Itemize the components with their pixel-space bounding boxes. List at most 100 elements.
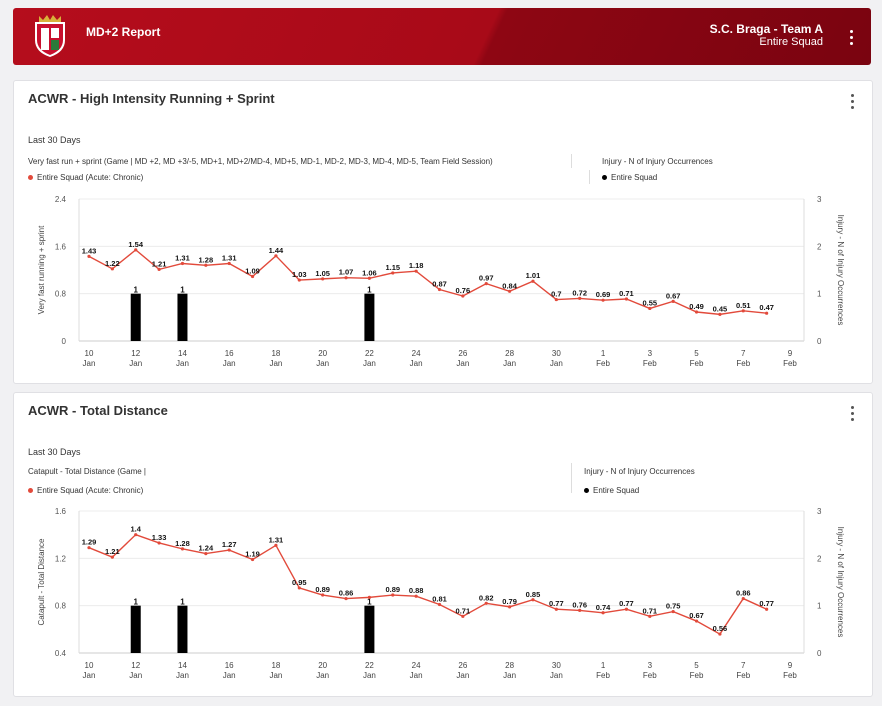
x-tick-label: 22 (365, 349, 374, 358)
acwr-point (718, 312, 722, 316)
legend-label: Entire Squad (611, 173, 658, 182)
x-tick-label: 18 (271, 349, 280, 358)
acwr-data-label: 1.24 (199, 544, 214, 553)
x-tick-month: Feb (736, 671, 750, 680)
acwr-data-label: 1.15 (385, 263, 400, 272)
legend-divider (571, 463, 572, 493)
acwr-point (134, 248, 138, 252)
legend-item-acwr[interactable]: Entire Squad (Acute: Chronic) (28, 173, 143, 182)
acwr-series-line (88, 248, 767, 316)
legend-dot (584, 488, 589, 494)
acwr-point (204, 263, 208, 267)
acwr-point (624, 607, 629, 611)
x-tick-label: 26 (458, 661, 467, 670)
acwr-data-label: 0.55 (642, 298, 657, 307)
injury-bar (130, 605, 141, 653)
acwr-point (250, 557, 255, 562)
acwr-data-label: 0.69 (596, 290, 611, 299)
x-tick-month: Jan (316, 359, 329, 368)
acwr-point (274, 543, 278, 547)
acwr-data-label: 0.56 (713, 624, 728, 633)
acwr-data-label: 0.74 (596, 603, 611, 612)
x-tick-month: Jan (129, 359, 142, 368)
kebab-dot (849, 41, 853, 45)
x-tick-label: 16 (225, 661, 234, 670)
y2-axis-title: Injury - N of Injury Occurrences (836, 215, 845, 326)
acwr-point (391, 593, 395, 597)
x-tick-label: 28 (505, 661, 514, 670)
team-selector[interactable]: S.C. Braga - Team A Entire Squad (710, 23, 823, 49)
acwr-data-label: 0.77 (759, 599, 774, 608)
x-tick-month: Feb (596, 671, 610, 680)
acwr-data-label: 1.31 (222, 253, 237, 262)
x-tick-label: 30 (552, 661, 561, 670)
y2-axis-title: Injury - N of Injury Occurrences (836, 527, 845, 638)
legend-divider (571, 154, 572, 168)
card-menu-button[interactable] (844, 403, 860, 423)
x-tick-label: 3 (648, 661, 653, 670)
legend-item-injury[interactable]: Entire Squad (602, 173, 657, 182)
x-tick-label: 5 (694, 661, 699, 670)
acwr-data-label: 1.28 (199, 255, 214, 264)
y2-tick-label: 1 (817, 602, 822, 611)
acwr-point (157, 541, 161, 545)
x-tick-month: Feb (643, 359, 657, 368)
x-tick-label: 1 (601, 349, 606, 358)
injury-bar-label: 1 (134, 598, 139, 607)
squad-name: Entire Squad (759, 36, 823, 48)
acwr-point (508, 605, 512, 609)
x-tick-label: 30 (552, 349, 561, 358)
legend-item-acwr[interactable]: Entire Squad (Acute: Chronic) (28, 486, 143, 495)
x-tick-month: Feb (596, 359, 610, 368)
acwr-data-label: 0.95 (292, 578, 307, 587)
acwr-point (531, 279, 535, 283)
x-tick-label: 9 (788, 349, 793, 358)
x-tick-month: Jan (223, 359, 236, 368)
acwr-data-label: 1.09 (245, 267, 260, 276)
acwr-data-label: 0.89 (315, 585, 330, 594)
legend-dot (28, 175, 33, 181)
acwr-data-label: 1.54 (128, 240, 143, 249)
x-tick-month: Jan (456, 671, 469, 680)
card-menu-button[interactable] (844, 91, 860, 111)
x-tick-label: 20 (318, 349, 327, 358)
y-tick-label: 0.4 (55, 649, 67, 658)
header-menu-button[interactable] (843, 27, 859, 47)
legend-item-injury[interactable]: Entire Squad (584, 486, 639, 495)
x-tick-month: Jan (176, 671, 189, 680)
acwr-point (414, 269, 418, 273)
x-tick-label: 14 (178, 661, 187, 670)
acwr-data-label: 1.28 (175, 539, 190, 548)
acwr-data-label: 1.03 (292, 270, 307, 279)
injury-bar (364, 293, 375, 341)
legend-label: Entire Squad (Acute: Chronic) (37, 173, 144, 182)
x-tick-month: Jan (503, 671, 516, 680)
acwr-point (578, 608, 582, 612)
acwr-data-label: 1.21 (152, 259, 167, 268)
acwr-data-label: 0.71 (642, 606, 657, 615)
x-tick-month: Jan (129, 671, 142, 680)
acwr-data-label: 0.75 (666, 602, 681, 611)
x-tick-label: 5 (694, 349, 699, 358)
x-tick-label: 24 (412, 661, 421, 670)
acwr-data-label: 0.82 (479, 593, 494, 602)
y-tick-label: 2.4 (55, 195, 67, 204)
acwr-point (671, 299, 675, 303)
chart-card-hir-sprint: ACWR - High Intensity Running + Sprint L… (13, 80, 873, 384)
kebab-dot (849, 35, 853, 39)
acwr-data-label: 0.67 (666, 291, 681, 300)
legend-divider (589, 170, 590, 184)
chart-card-total-distance: ACWR - Total Distance Last 30 Days Catap… (13, 392, 873, 697)
x-tick-label: 22 (365, 661, 374, 670)
acwr-point (180, 547, 185, 551)
report-title: MD+2 Report (86, 25, 161, 39)
acwr-series-line (88, 533, 767, 635)
injury-legend-title: Injury - N of Injury Occurrences (602, 157, 713, 166)
acwr-point (157, 267, 161, 272)
x-tick-month: Jan (316, 671, 329, 680)
x-tick-label: 20 (318, 661, 327, 670)
injury-bar (364, 605, 375, 653)
acwr-data-label: 0.79 (502, 597, 517, 606)
y2-tick-label: 2 (817, 554, 822, 563)
acwr-data-label: 0.7 (551, 290, 561, 299)
